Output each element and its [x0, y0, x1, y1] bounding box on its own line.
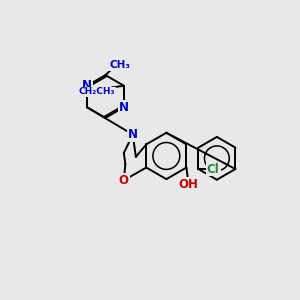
Text: O: O: [119, 174, 129, 187]
Text: N: N: [128, 128, 138, 141]
Text: N: N: [82, 79, 92, 92]
Text: CH₃: CH₃: [109, 60, 130, 70]
Text: N: N: [119, 101, 129, 114]
Text: OH: OH: [178, 178, 198, 191]
Text: Cl: Cl: [207, 163, 220, 176]
Text: CH₂CH₃: CH₂CH₃: [79, 87, 116, 96]
